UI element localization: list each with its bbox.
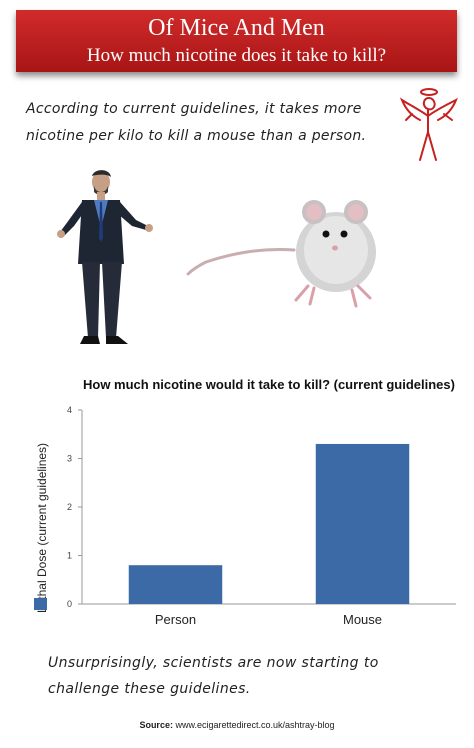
title-banner: Of Mice And Men How much nicotine does i… <box>16 10 457 72</box>
y-tick-label: 0 <box>67 599 72 609</box>
page-subtitle: How much nicotine does it take to kill? <box>86 45 387 66</box>
bar-person <box>128 565 223 604</box>
y-tick-label: 1 <box>67 551 72 561</box>
y-axis-ticks: 0 1 2 3 4 <box>67 405 82 609</box>
source-credit: Source: www.ecigarettedirect.co.uk/ashtr… <box>0 720 474 730</box>
mouse-illustration-icon <box>186 200 376 308</box>
outro-text: Unsurprisingly, scientists are now start… <box>48 655 379 697</box>
bar-chart: How much nicotine would it take to kill?… <box>34 377 456 627</box>
chart-title: How much nicotine would it take to kill?… <box>83 377 455 392</box>
x-axis-category-labels: Person Mouse <box>155 612 382 627</box>
page-title: Of Mice And Men <box>148 15 325 41</box>
source-url[interactable]: www.ecigarettedirect.co.uk/ashtray-blog <box>175 720 335 730</box>
chart-bars <box>128 443 410 604</box>
legend-swatch <box>34 598 47 610</box>
category-label-mouse: Mouse <box>343 612 382 627</box>
intro-text: According to current guidelines, it take… <box>26 101 367 144</box>
winged-devil-logo-icon <box>399 88 458 161</box>
source-label: Source: <box>139 720 173 730</box>
businessman-illustration-icon <box>57 170 153 344</box>
y-tick-label: 4 <box>67 405 72 415</box>
y-tick-label: 2 <box>67 502 72 512</box>
y-tick-label: 3 <box>67 454 72 464</box>
y-axis-label: Lethal Dose (current guidelines) <box>35 443 49 613</box>
bar-mouse <box>315 443 410 604</box>
category-label-person: Person <box>155 612 196 627</box>
